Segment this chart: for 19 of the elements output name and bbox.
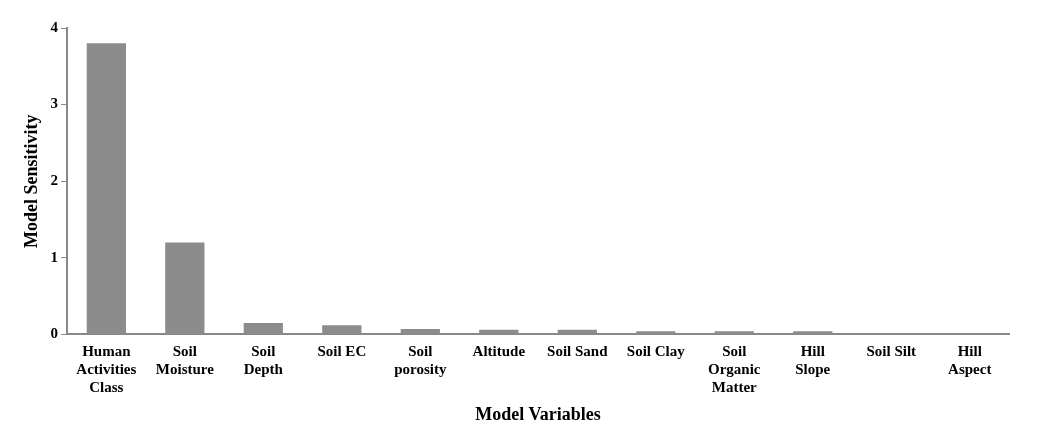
x-tick-label: Soil porosity [394, 343, 447, 378]
x-tick-label: Soil Silt [866, 343, 917, 360]
x-tick-label: Soil Depth [243, 343, 284, 378]
y-tick-label: 4 [50, 18, 59, 35]
y-tick-label: 0 [50, 325, 59, 342]
y-tick-label: 1 [50, 248, 59, 265]
x-tick-label: Hill Aspect [948, 343, 992, 378]
x-tick-label: Soil EC [317, 343, 367, 360]
x-tick-label: Altitude [472, 343, 526, 360]
x-tick-label: Hill Slope [795, 343, 831, 378]
x-tick-label: Human Activities Class [76, 343, 137, 396]
y-tick-label: 2 [50, 172, 59, 189]
x-tick-label: Soil Moisture [155, 343, 215, 378]
x-axis-title: Model Variables [475, 403, 601, 424]
x-tick-label: Soil Sand [547, 343, 609, 360]
x-tick-label: Soil Clay [626, 343, 686, 360]
x-tick-label: Soil Organic Matter [708, 343, 761, 396]
y-tick-label: 3 [50, 95, 59, 112]
y-axis-title: Model Sensitivity [21, 114, 42, 248]
